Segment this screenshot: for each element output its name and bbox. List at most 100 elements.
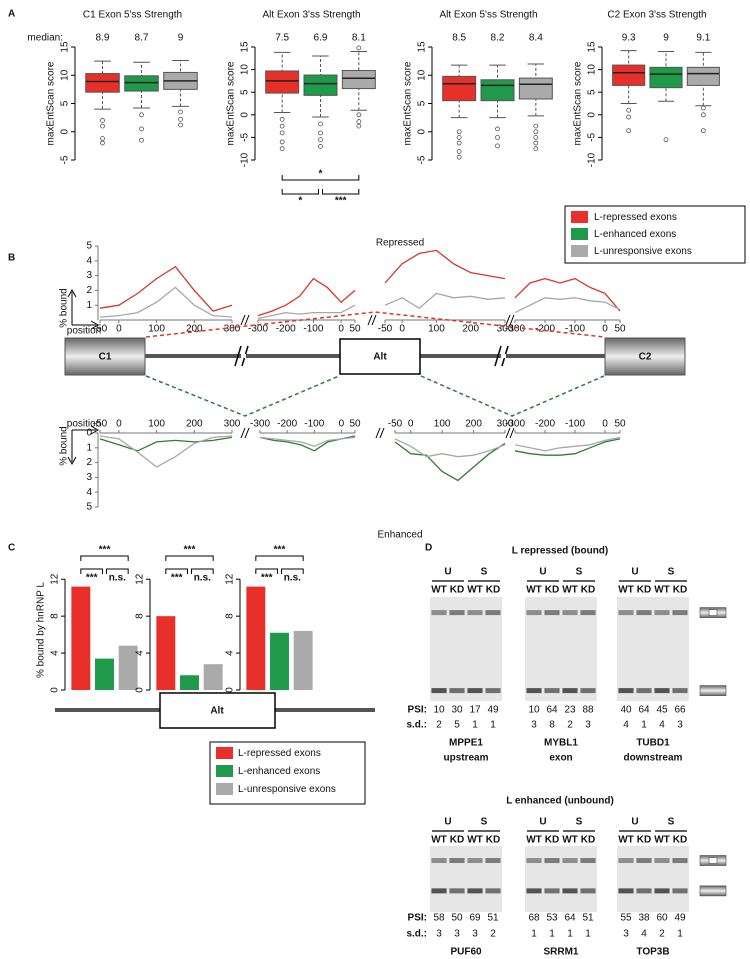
lane-label: KD [486,835,500,846]
y-axis-label: maxEntScan score [46,61,57,145]
median-value: 9 [663,33,669,44]
y-tick-label: 4 [86,487,92,498]
outlier [663,137,669,143]
x-tick-label: 300 [224,324,241,335]
y-tick-label: 1 [86,300,92,311]
significance-label: *** [335,196,347,207]
x-tick-label: -200 [276,324,296,335]
y-tick-label: -5 [60,155,71,164]
x-tick-label: 300 [497,419,514,430]
box [442,75,477,102]
legend-swatch [216,747,233,759]
exon [339,338,421,375]
gel-band [485,688,501,694]
significance-label: *** [184,545,196,556]
psi-value: 10 [433,705,445,716]
gel-band [449,610,465,616]
lane-label: WT [526,585,542,596]
condition-label: S [576,567,583,578]
outlier [533,123,539,129]
significance-bracket [165,555,214,561]
y-axis-label: maxEntScan score [403,61,414,145]
box [480,79,515,102]
sd-value: 3 [677,720,683,731]
psi-value: 64 [564,913,576,924]
sd-value: 1 [567,929,573,940]
significance-label: *** [261,573,273,584]
axis-break [240,314,246,326]
lane-label: KD [450,585,464,596]
gel-band [544,688,560,694]
outlier [495,126,500,132]
gel [617,846,689,912]
axis-break [375,427,381,439]
y-tick-label: 8 [135,613,146,619]
x-tick-label: 0 [399,324,405,335]
gene-name: PUF60 [450,947,482,958]
outlier [533,129,539,135]
axis-key-label: position [67,326,101,337]
significance-bracket [80,555,129,561]
sd-value: 5 [454,720,460,731]
outlier [279,123,285,129]
binding-profile [99,265,233,312]
gel-band [618,858,634,864]
median-label: median: [27,33,63,44]
median-value: 9.3 [622,33,636,44]
binding-profile [514,436,621,452]
chart-title: Alt Exon 5'ss Strength [439,10,537,21]
box [649,66,683,89]
region-label: downstream [624,753,683,764]
median-value: 8.4 [529,33,543,44]
condition-label: S [668,817,675,828]
gel-band [672,610,688,616]
x-tick-label: -300 [505,324,525,335]
sd-value: 3 [531,720,537,731]
binding-profile [514,438,621,456]
condition-label: U [539,817,546,828]
gel-band [526,858,542,864]
binding-profile [384,249,506,284]
gel-band [449,688,465,694]
y-tick-label: 0 [240,112,251,118]
y-tick-label: 10 [587,64,598,76]
outlier [626,128,632,134]
x-tick-label: 200 [186,419,203,430]
y-axis-label: maxEntScan score [226,61,237,145]
x-tick-label: -100 [565,419,585,430]
x-tick-label: 0 [602,324,608,335]
lane-label: KD [637,585,651,596]
lane-label: KD [486,585,500,596]
panel-label: B [8,253,15,264]
condition-label: U [444,817,451,828]
outlier [318,137,323,143]
significance-bracket [281,175,360,181]
axis-break [244,427,250,439]
y-tick-label: 15 [417,41,428,53]
lane-label: WT [431,835,447,846]
isoform-icon [708,857,718,864]
gel-band [672,688,688,694]
gel-band [672,858,688,864]
condition-label: S [481,567,488,578]
gel-band [431,858,447,864]
x-tick-label: 0 [116,324,122,335]
x-tick-label: -200 [535,419,555,430]
condition-label: S [576,817,583,828]
psi-value: 88 [582,705,594,716]
x-tick-label: -300 [250,419,270,430]
psi-value: 66 [674,705,686,716]
axis-break [371,314,377,326]
outlier [456,140,462,146]
gel-band [467,688,483,694]
outlier [100,140,105,146]
binding-profile [259,435,356,452]
bar [270,632,289,690]
psi-value: 51 [582,913,594,924]
significance-label: *** [274,545,286,556]
y-tick-label: -5 [240,133,251,142]
outlier [456,134,462,140]
median-value: 8.1 [352,33,366,44]
gel-band [580,858,596,864]
